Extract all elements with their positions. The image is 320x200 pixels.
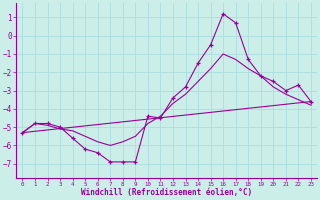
X-axis label: Windchill (Refroidissement éolien,°C): Windchill (Refroidissement éolien,°C) [81, 188, 252, 197]
